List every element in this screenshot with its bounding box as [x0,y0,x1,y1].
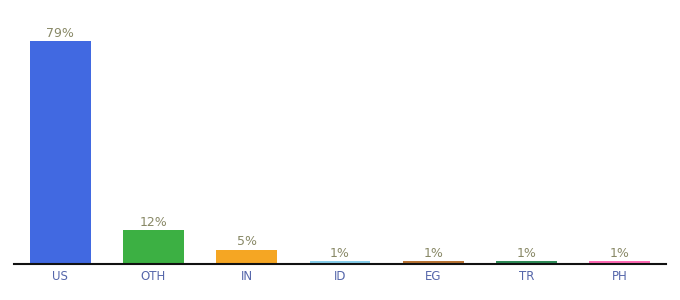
Text: 1%: 1% [517,247,537,260]
Bar [496,261,557,264]
Text: 1%: 1% [610,247,630,260]
Bar [590,261,650,264]
Text: 1%: 1% [330,247,350,260]
Bar [123,230,184,264]
Bar [216,250,277,264]
Bar [30,41,90,264]
Text: 5%: 5% [237,236,257,248]
Text: 79%: 79% [46,26,74,40]
Bar [309,261,371,264]
Text: 1%: 1% [424,247,443,260]
Bar [403,261,464,264]
Text: 12%: 12% [139,216,167,229]
